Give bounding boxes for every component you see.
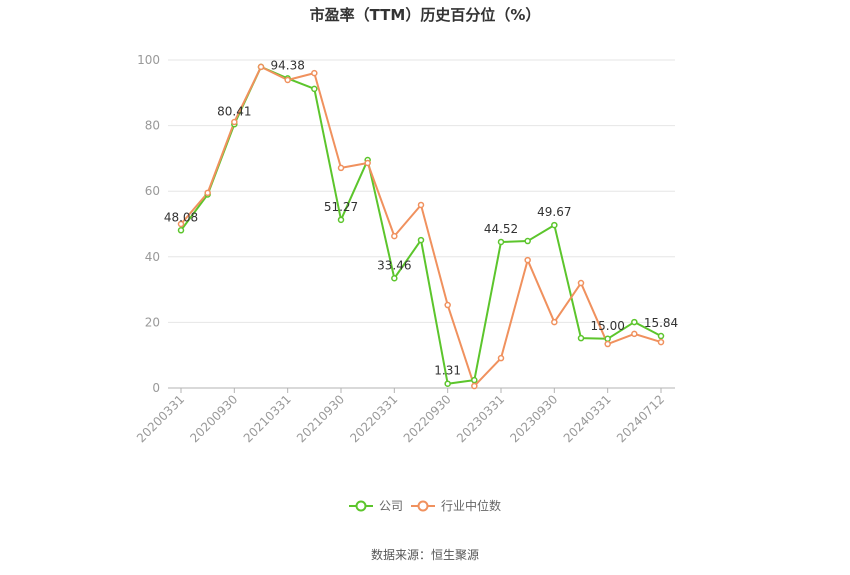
x-tick-label: 20210930 (294, 392, 347, 445)
industry-median-data-point (471, 382, 478, 390)
company-data-point (524, 237, 531, 245)
company-data-point (471, 376, 478, 384)
company-data-point (311, 85, 318, 93)
company-data-label: 94.38 (270, 58, 304, 72)
chart-title: 市盈率（TTM）历史百分位（%） (310, 6, 541, 24)
x-tick-label: 20240712 (614, 392, 667, 445)
company-data-point (177, 227, 185, 234)
legend: 公司 行业中位数 (349, 498, 501, 513)
industry-median-data-point (204, 189, 211, 197)
legend-company-label: 公司 (379, 499, 403, 513)
industry-median-data-point (497, 354, 505, 362)
company-data-label: 48.08 (164, 210, 198, 224)
industry-median-data-point (311, 69, 318, 77)
company-data-point (444, 380, 451, 387)
y-tick-label: 20 (145, 315, 160, 329)
grid-lines (168, 59, 675, 323)
company-data-label: 80.41 (217, 104, 251, 118)
company-data-point (551, 221, 558, 229)
y-tick-label: 60 (145, 184, 160, 198)
industry-median-data-point (364, 159, 371, 167)
company-data-label: 51.27 (324, 200, 358, 214)
company-data-point (657, 332, 665, 340)
industry-median-data-point (604, 340, 611, 348)
x-axis: 20200331 20200930 20210331 20210930 20220331… (134, 387, 675, 445)
x-tick-label: 20200331 (134, 392, 187, 445)
legend-industry-marker-icon (417, 500, 429, 512)
industry-median-data-point (177, 220, 185, 228)
industry-median-data-point (257, 63, 265, 71)
industry-median-data-point (577, 279, 585, 287)
company-data-label: 15.84 (644, 316, 678, 330)
industry-median-data-point (231, 118, 238, 126)
industry-median-data-point (444, 301, 451, 309)
industry-median-data-point (337, 164, 345, 172)
company-data-point (337, 216, 345, 224)
legend-item-industry-median[interactable]: 行业中位数 (411, 498, 501, 513)
company-data-point (497, 238, 505, 246)
company-data-label: 1.31 (434, 364, 461, 378)
series-layer (177, 63, 665, 390)
y-axis: 0 20 40 60 80 100 (137, 53, 160, 395)
company-data-point (391, 275, 398, 282)
legend-industry-median-label: 行业中位数 (441, 498, 501, 513)
y-tick-label: 40 (145, 250, 160, 264)
industry-median-data-point (631, 330, 638, 338)
company-data-point (631, 318, 638, 326)
legend-company-marker-icon (355, 500, 367, 512)
x-tick-label: 20200930 (187, 392, 240, 445)
x-tick-label: 20210331 (241, 392, 294, 445)
x-tick-label: 20230930 (507, 392, 560, 445)
x-tick-label: 20220930 (401, 392, 454, 445)
x-tick-label: 20240331 (561, 392, 614, 445)
company-data-label: 49.67 (537, 205, 571, 219)
company-data-label: 44.52 (484, 222, 518, 236)
industry-median-data-point (551, 318, 558, 326)
industry-median-data-point (417, 201, 425, 209)
company-series-line (180, 65, 662, 385)
company-data-label: 33.46 (377, 258, 411, 272)
industry-median-data-point (657, 338, 665, 346)
industry-median-data-point (284, 76, 291, 84)
industry-median-data-point (524, 256, 531, 264)
company-data-label: 15.00 (590, 319, 624, 333)
legend-item-company[interactable]: 公司 (349, 499, 403, 513)
industry-median-data-point (391, 232, 398, 240)
data-source: 数据来源：恒生聚源 (371, 547, 479, 562)
x-tick-label: 20230331 (454, 392, 507, 445)
y-tick-label: 0 (152, 381, 160, 395)
data-labels: 48.08 80.41 94.38 51.27 33.46 1.31 44.52 49.67 1… (164, 58, 678, 377)
company-data-point (577, 334, 585, 342)
y-tick-label: 80 (145, 119, 160, 133)
y-tick-label: 100 (137, 53, 160, 67)
x-tick-label: 20220331 (347, 392, 400, 445)
company-data-point (417, 236, 425, 244)
company-data-point (604, 335, 611, 343)
